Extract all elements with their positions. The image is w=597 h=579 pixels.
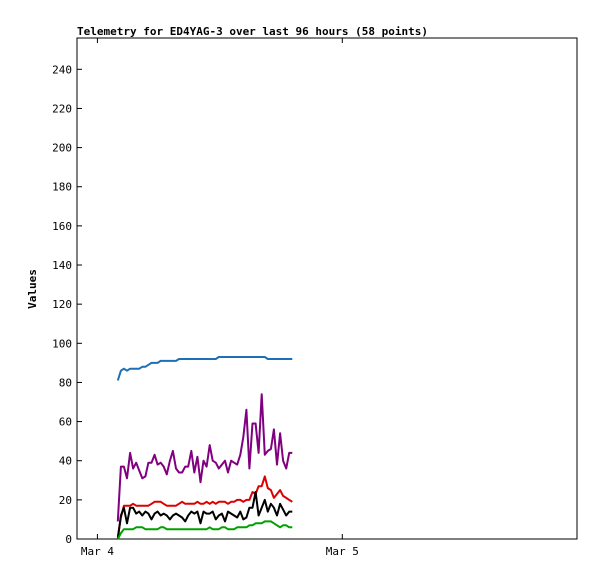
y-tick-label: 220	[52, 102, 72, 115]
y-tick-label: 0	[65, 533, 72, 546]
y-axis-title: Values	[26, 269, 39, 309]
x-tick-label: Mar 5	[326, 545, 359, 558]
y-tick-label: 140	[52, 259, 72, 272]
y-tick-label: 200	[52, 142, 72, 155]
y-tick-label: 20	[59, 494, 72, 507]
chart-title: Telemetry for ED4YAG-3 over last 96 hour…	[77, 25, 428, 38]
y-tick-label: 40	[59, 455, 72, 468]
y-tick-label: 240	[52, 63, 72, 76]
series-line-5	[116, 520, 293, 540]
y-tick-label: 120	[52, 298, 72, 311]
series-layer	[116, 356, 293, 540]
plot-frame	[76, 37, 578, 540]
series-line-1	[116, 356, 293, 381]
y-tick-label: 180	[52, 181, 72, 194]
series-line-2	[116, 393, 293, 522]
y-tick-label: 60	[59, 416, 72, 429]
y-tick-label: 80	[59, 376, 72, 389]
y-tick-label: 100	[52, 337, 72, 350]
y-tick-label: 160	[52, 220, 72, 233]
x-axis: Mar 4 Mar 5	[81, 38, 359, 558]
series-line-3	[116, 475, 293, 538]
series-line-4	[116, 491, 293, 540]
y-axis: 0 20 40 60 80 100 120 140 160 180 200 220 240	[52, 63, 82, 546]
x-tick-label: Mar 4	[81, 545, 114, 558]
